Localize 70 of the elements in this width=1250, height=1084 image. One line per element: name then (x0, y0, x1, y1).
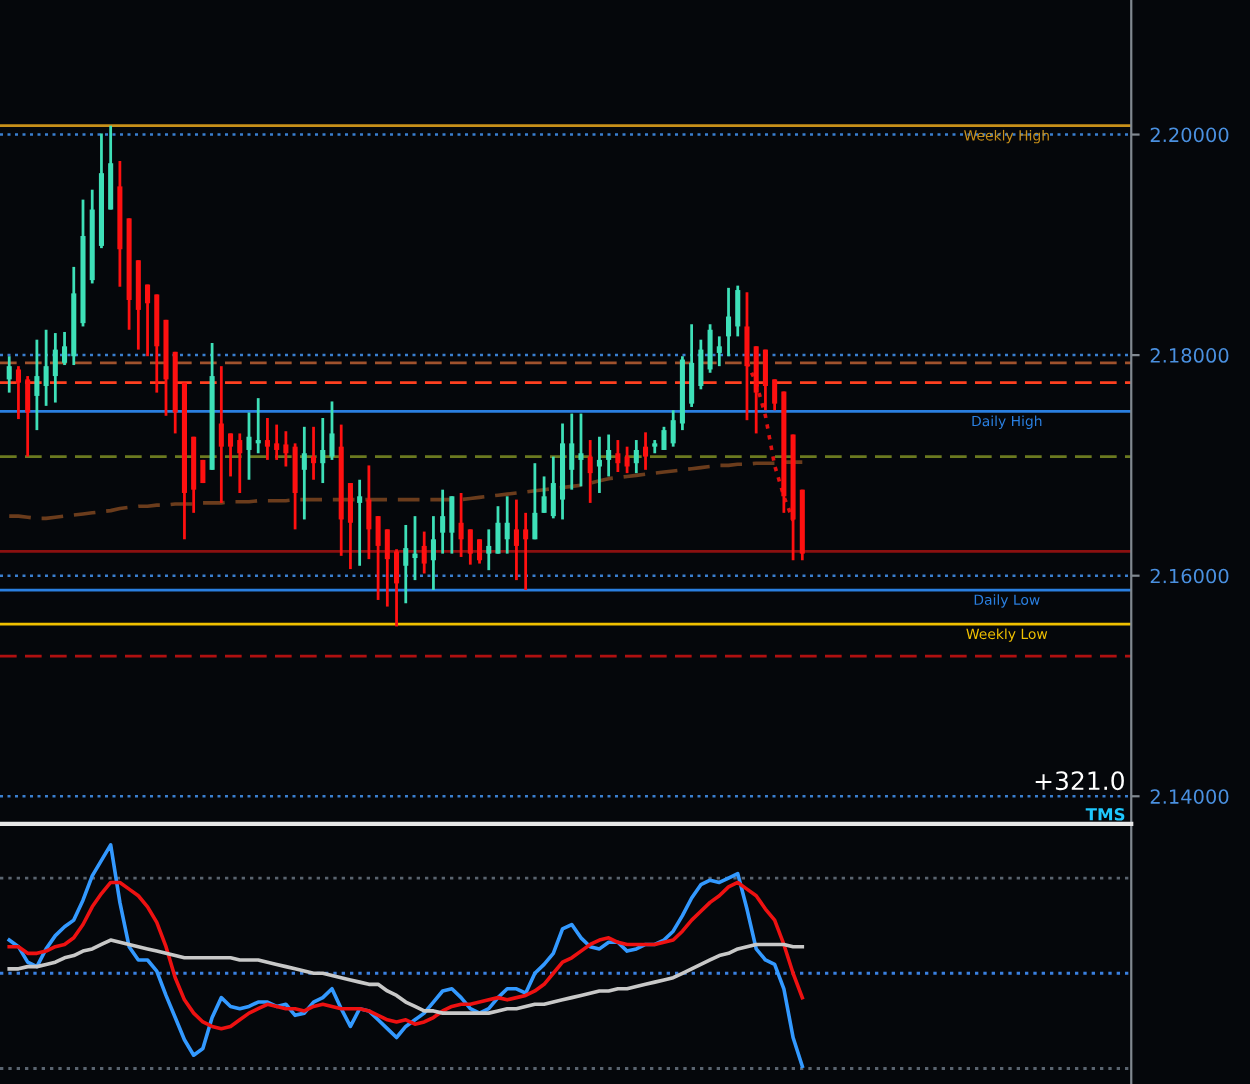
candlestick (744, 290, 750, 422)
candlestick (394, 547, 400, 628)
candlestick (504, 494, 510, 556)
candlestick (532, 461, 538, 541)
candlestick (218, 364, 224, 505)
candlestick (15, 364, 21, 421)
candlestick (283, 429, 289, 468)
candlestick (670, 408, 676, 449)
candlestick (762, 348, 768, 412)
candlestick (430, 514, 436, 592)
candlestick (716, 334, 722, 368)
candlestick (440, 488, 446, 556)
candlestick (43, 328, 49, 408)
candlestick (264, 416, 270, 462)
candlestick (578, 412, 584, 488)
y-tick-label: 2.20000 (1150, 127, 1229, 143)
candlestick (541, 475, 547, 515)
candlestick (698, 338, 704, 391)
candlestick (772, 378, 778, 412)
candlestick (301, 425, 307, 521)
candlestick (366, 464, 372, 561)
candlestick (357, 478, 363, 568)
candlestick (477, 537, 483, 565)
candlestick (624, 445, 630, 475)
candlestick (52, 331, 58, 404)
candlestick (486, 527, 492, 572)
text: TMS (1085, 808, 1125, 821)
candlestick (320, 416, 326, 485)
candlestick (587, 438, 593, 505)
candlestick (34, 338, 40, 432)
candlestick (449, 494, 455, 556)
candlestick (228, 432, 234, 478)
candlestick (615, 438, 621, 474)
candlestick (292, 441, 298, 531)
candlestick (467, 527, 473, 567)
candlestick (458, 491, 464, 559)
candlestick (606, 433, 612, 478)
candlestick (403, 523, 409, 605)
candlestick (62, 330, 68, 367)
candlestick (384, 527, 390, 608)
candlestick (513, 498, 519, 582)
candlestick (707, 322, 713, 375)
candlestick (735, 284, 741, 338)
candlestick (661, 425, 667, 452)
candlestick (550, 455, 556, 520)
candlestick (108, 124, 114, 211)
candlestick (596, 435, 602, 495)
y-tick-label: 2.18000 (1150, 348, 1229, 363)
candlestick (421, 530, 427, 575)
candlestick (145, 283, 151, 358)
candlestick (375, 514, 381, 602)
candlestick (412, 514, 418, 582)
candlestick (6, 354, 12, 395)
candlestick (725, 286, 732, 358)
candlestick (274, 423, 280, 462)
candlestick (633, 438, 639, 475)
candlestick (523, 511, 529, 592)
candlestick (569, 412, 575, 492)
candlestick (753, 344, 759, 435)
candlestick (246, 411, 252, 482)
y-tick-label: 2.14000 (1150, 789, 1229, 804)
y-tick-label: 2.16000 (1150, 568, 1229, 584)
candlestick (643, 430, 649, 472)
text: +321.0 (1035, 771, 1124, 791)
candlestick (237, 432, 243, 495)
candlestick (329, 400, 335, 462)
candlestick (25, 374, 31, 458)
candlestick (347, 481, 353, 571)
candlestick (689, 322, 695, 409)
candlestick (495, 504, 501, 556)
